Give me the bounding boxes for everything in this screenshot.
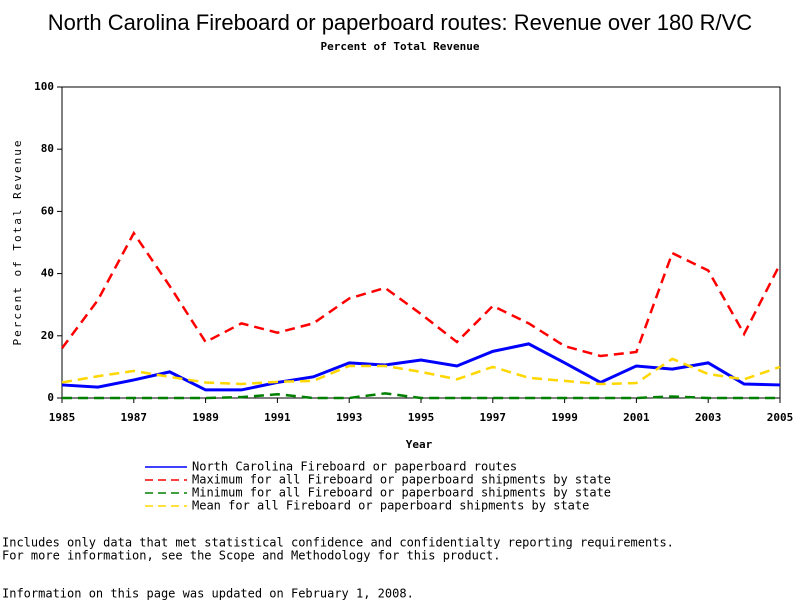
y-tick-label: 100 xyxy=(34,80,54,93)
y-tick-label: 60 xyxy=(41,204,54,217)
chart-subtitle: Percent of Total Revenue xyxy=(321,40,480,53)
x-tick-label: 1999 xyxy=(551,411,578,424)
note: Includes only data that met statistical … xyxy=(2,536,674,550)
series-line xyxy=(62,392,780,400)
x-tick-label: 1991 xyxy=(264,411,291,424)
chart-title: North Carolina Fireboard or paperboard r… xyxy=(48,10,752,35)
x-tick-label: 1985 xyxy=(49,411,76,424)
series-line xyxy=(61,342,781,392)
y-tick-label: 80 xyxy=(41,142,54,155)
x-tick-label: 1995 xyxy=(408,411,435,424)
legend-label: Maximum for all Fireboard or paperboard … xyxy=(192,473,611,487)
x-tick-label: 2003 xyxy=(695,411,722,424)
note: Information on this page was updated on … xyxy=(2,587,414,600)
y-axis-label: Percent of Total Revenue xyxy=(11,139,24,346)
legend-label: Minimum for all Fireboard or paperboard … xyxy=(192,486,611,500)
x-tick-label: 2001 xyxy=(623,411,650,424)
x-tick-label: 1993 xyxy=(336,411,363,424)
x-tick-label: 1997 xyxy=(480,411,507,424)
y-tick-label: 40 xyxy=(41,267,54,280)
legend-label: Mean for all Fireboard or paperboard shi… xyxy=(192,499,589,513)
y-tick-label: 20 xyxy=(41,329,54,342)
y-tick-label: 0 xyxy=(47,391,54,404)
legend-label: North Carolina Fireboard or paperboard r… xyxy=(192,460,517,474)
series-line xyxy=(61,357,781,386)
x-tick-label: 1987 xyxy=(121,411,148,424)
x-tick-label: 1989 xyxy=(192,411,219,424)
note: For more information, see the Scope and … xyxy=(2,549,501,563)
x-tick-label: 2005 xyxy=(767,411,794,424)
plot-frame xyxy=(61,86,781,399)
series-line xyxy=(60,230,782,358)
x-axis-label: Year xyxy=(406,438,433,451)
